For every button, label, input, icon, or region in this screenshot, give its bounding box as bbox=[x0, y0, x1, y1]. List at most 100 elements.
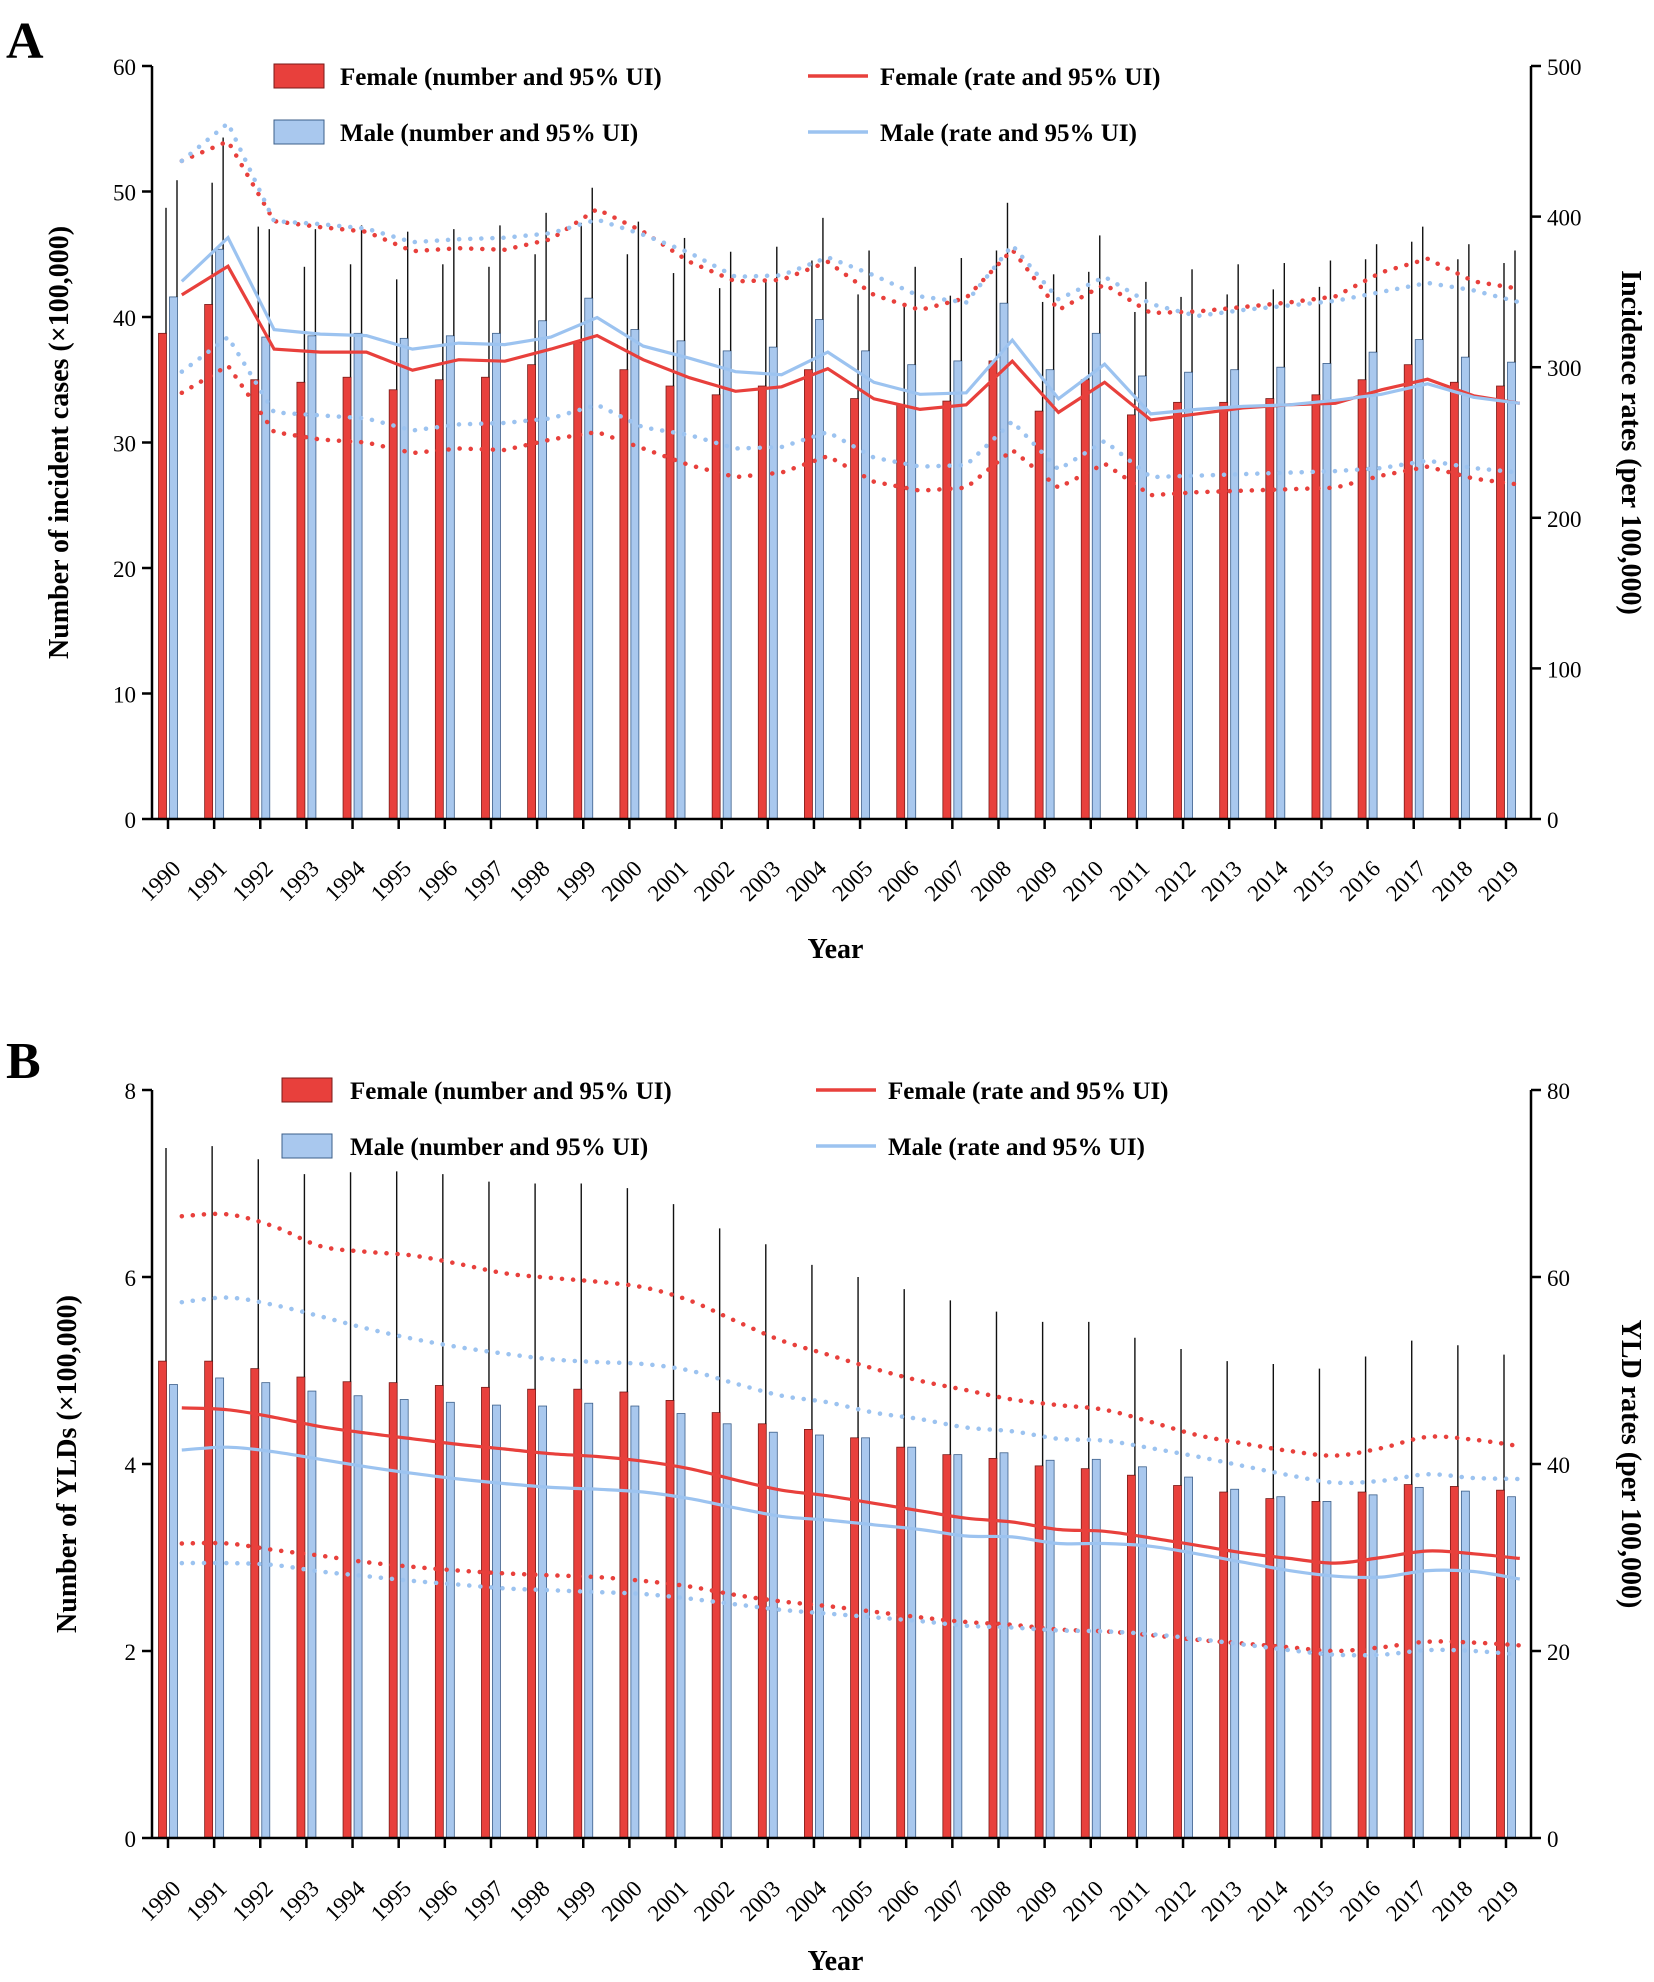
female-number-bar bbox=[481, 376, 490, 820]
male-number-bar bbox=[353, 332, 363, 820]
female-number-bar bbox=[342, 1381, 352, 1839]
male-number-bar bbox=[907, 1446, 917, 1839]
female-number-bar bbox=[1496, 1489, 1505, 1839]
female-number-bar bbox=[388, 389, 398, 820]
x-axis-title: Year bbox=[808, 934, 864, 965]
panel-letter: B bbox=[6, 1033, 41, 1090]
female-rate-upper-ui bbox=[179, 1211, 1523, 1458]
legend-male-number-label: Male (number and 95% UI) bbox=[350, 1134, 648, 1161]
male-rate-lower-ui bbox=[179, 333, 1523, 480]
y-tick-label: 4 bbox=[125, 1453, 137, 1478]
male-number-bar bbox=[1507, 1496, 1516, 1839]
panel-b: B024680204060801990199119921993199419951… bbox=[6, 1033, 1646, 1977]
female-number-bar bbox=[1080, 379, 1090, 820]
female-number-bar bbox=[1403, 1484, 1413, 1839]
male-rate-line bbox=[181, 1445, 1521, 1581]
legend-male-number-label: Male (number and 95% UI) bbox=[340, 120, 638, 147]
female-number-bar bbox=[804, 1429, 813, 1839]
y-tick-label: 20 bbox=[113, 557, 136, 582]
female-number-bar bbox=[527, 364, 537, 820]
panel-letter: A bbox=[6, 13, 44, 70]
y-tick-label: 6 bbox=[125, 1266, 137, 1291]
male-number-bar bbox=[584, 297, 594, 820]
female-number-bar bbox=[1496, 385, 1505, 820]
female-number-bar bbox=[527, 1388, 537, 1839]
y2-tick-label: 0 bbox=[1547, 808, 1559, 833]
male-number-bar bbox=[1460, 1490, 1470, 1839]
y-tick-label: 0 bbox=[125, 808, 137, 833]
male-number-bar bbox=[1137, 375, 1147, 820]
legend-male-rate-label: Male (rate and 95% UI) bbox=[880, 120, 1137, 147]
y-tick-label: 40 bbox=[113, 306, 136, 331]
female-rate-upper-ui bbox=[179, 138, 1523, 316]
female-rate-line bbox=[181, 1406, 1520, 1565]
female-number-bar bbox=[1357, 1491, 1367, 1839]
y-tick-label: 50 bbox=[113, 181, 136, 206]
male-number-bar bbox=[722, 1423, 732, 1839]
male-number-bar bbox=[584, 1402, 594, 1839]
bars bbox=[158, 137, 1516, 820]
male-number-bar bbox=[399, 337, 409, 820]
female-number-bar bbox=[850, 1437, 859, 1839]
female-number-bar bbox=[1219, 401, 1229, 820]
male-number-bar bbox=[445, 1401, 455, 1839]
male-rate-upper-ui bbox=[179, 1295, 1523, 1486]
male-number-bar bbox=[538, 1405, 548, 1839]
female-number-bar bbox=[1449, 1486, 1459, 1839]
legend-female-rate-label: Female (rate and 95% UI) bbox=[888, 1078, 1169, 1105]
female-number-bar bbox=[1449, 381, 1459, 820]
female-number-bar bbox=[1173, 401, 1182, 820]
male-number-bar bbox=[215, 248, 225, 820]
female-number-bar bbox=[988, 360, 998, 820]
y2-tick-label: 100 bbox=[1547, 657, 1582, 682]
male-number-bar bbox=[630, 329, 640, 820]
legend: Female (number and 95% UI) Male (number a… bbox=[273, 63, 1161, 147]
male-number-bar bbox=[676, 340, 686, 820]
female-number-bar bbox=[204, 304, 214, 820]
female-number-bar bbox=[1357, 379, 1367, 820]
y-tick-label: 60 bbox=[113, 55, 136, 80]
female-number-bar bbox=[573, 341, 583, 820]
male-number-bar bbox=[1184, 1476, 1193, 1839]
male-number-bar bbox=[261, 336, 271, 820]
female-number-bar bbox=[296, 1376, 306, 1839]
legend-female-number-swatch bbox=[281, 1077, 333, 1103]
female-number-bar bbox=[1173, 1485, 1182, 1839]
male-number-bar bbox=[1368, 351, 1378, 820]
female-number-bar bbox=[1403, 364, 1413, 820]
y2-axis-title: Incidence rates (per 100,000) bbox=[1615, 270, 1646, 615]
male-number-bar bbox=[1322, 1501, 1332, 1839]
male-number-bar bbox=[1322, 363, 1332, 820]
female-number-bar bbox=[481, 1386, 490, 1839]
female-number-bar bbox=[158, 1360, 167, 1839]
y2-tick-label: 300 bbox=[1547, 356, 1582, 381]
y-tick-label: 2 bbox=[125, 1640, 137, 1665]
female-number-bar bbox=[1126, 414, 1136, 820]
bars bbox=[158, 1146, 1516, 1839]
male-number-bar bbox=[1184, 371, 1193, 820]
legend-male-number-swatch bbox=[273, 119, 325, 145]
female-number-bar bbox=[434, 379, 444, 820]
male-number-bar bbox=[953, 1454, 963, 1839]
male-number-bar bbox=[169, 296, 178, 820]
male-number-bar bbox=[768, 1431, 778, 1839]
male-number-bar bbox=[1460, 356, 1470, 820]
male-number-bar bbox=[907, 364, 917, 820]
y2-tick-label: 80 bbox=[1547, 1079, 1570, 1104]
male-number-bar bbox=[538, 320, 548, 820]
y2-tick-label: 200 bbox=[1547, 507, 1582, 532]
female-number-bar bbox=[1311, 394, 1321, 820]
rate-lines bbox=[179, 1211, 1523, 1658]
y2-axis-title: YLD rates (per 100,000) bbox=[1615, 1320, 1646, 1609]
female-number-bar bbox=[1080, 1468, 1090, 1839]
female-number-bar bbox=[665, 385, 675, 820]
female-number-bar bbox=[942, 1454, 952, 1839]
male-number-bar bbox=[445, 335, 455, 820]
y2-tick-label: 400 bbox=[1547, 206, 1582, 231]
y2-tick-label: 20 bbox=[1547, 1640, 1570, 1665]
y-tick-label: 30 bbox=[113, 432, 136, 457]
female-number-bar bbox=[804, 369, 813, 820]
female-number-bar bbox=[296, 381, 306, 820]
female-number-bar bbox=[896, 404, 906, 820]
